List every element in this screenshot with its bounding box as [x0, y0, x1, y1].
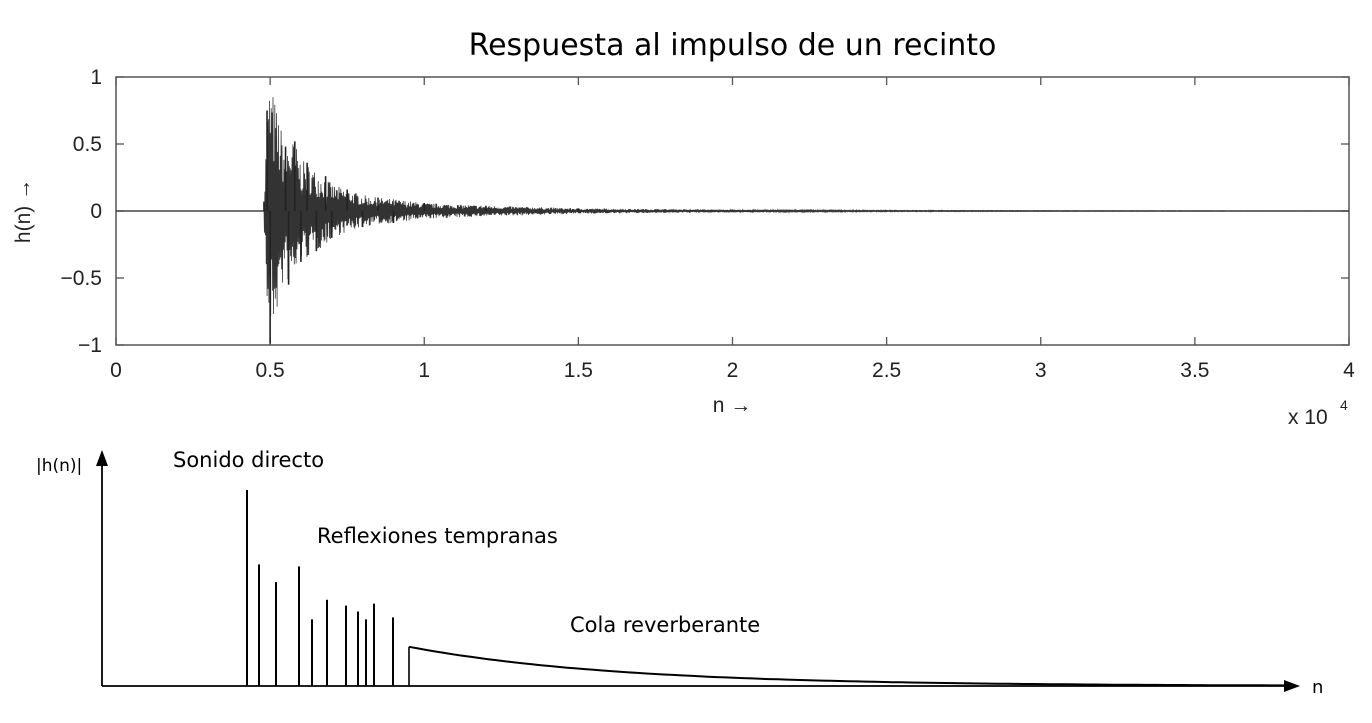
annotation-early-reflections: Reflexiones tempranas [317, 524, 558, 548]
x-axis-label: n → [713, 394, 752, 417]
x-multiplier-label: x 10 [1288, 406, 1328, 429]
y-tick-label: 0.5 [73, 133, 102, 156]
impulse-response-line [116, 97, 1349, 344]
reverberant-tail-curve [408, 645, 1288, 687]
y-axis-label: |h(n)| [36, 456, 82, 476]
x-tick-label: 1.5 [564, 359, 593, 382]
y-tick-label: 0 [90, 200, 102, 223]
x-axis-arrow [1284, 680, 1300, 692]
x-tick-label: 2.5 [872, 359, 901, 382]
x-multiplier-exponent: 4 [1340, 397, 1348, 413]
y-axis-arrow [96, 450, 108, 466]
x-tick-label: 2 [727, 359, 739, 382]
x-tick-label: 3.5 [1180, 359, 1209, 382]
x-tick-label: 0.5 [256, 359, 285, 382]
x-axis-label: n [1312, 677, 1323, 698]
impulse-response-trace [263, 97, 1349, 317]
y-axis-label: h(n) → [12, 179, 35, 243]
x-tick-label: 0 [110, 359, 122, 382]
y-tick-label: −1 [78, 334, 102, 357]
x-tick-label: 1 [418, 359, 430, 382]
y-tick-label: −0.5 [61, 267, 102, 290]
annotation-direct-sound: Sonido directo [173, 448, 324, 472]
x-tick-label: 4 [1343, 359, 1355, 382]
chart-title: Respuesta al impulso de un recinto [468, 28, 997, 63]
tick-labels: 0 0.5 1 1.5 2 2.5 3 3.5 4 1 0.5 0 −0.5 −1 [61, 66, 1356, 382]
impulse-response-chart: 0 0.5 1 1.5 2 2.5 3 3.5 410.50−0.5−1 n → x 10 4 … [12, 66, 1356, 429]
y-tick-label: 1 [90, 66, 102, 89]
x-tick-label: 3 [1035, 359, 1047, 382]
annotation-reverberant-tail: Cola reverberante [570, 613, 760, 637]
impulse-lines [246, 490, 410, 686]
tick-marks [115, 76, 1350, 346]
